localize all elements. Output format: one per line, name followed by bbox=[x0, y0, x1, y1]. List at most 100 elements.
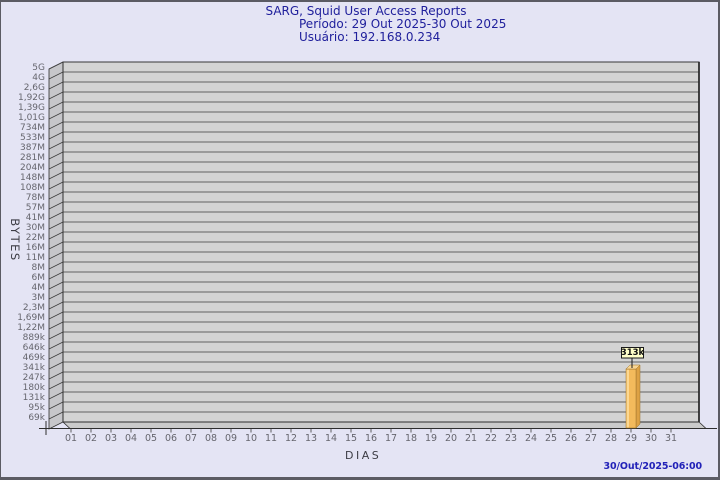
x-axis-day-label: 20 bbox=[445, 433, 457, 444]
y-axis-tick-label: 8M bbox=[32, 263, 46, 273]
x-axis-day-label: 01 bbox=[65, 433, 77, 444]
y-axis-tick-label: 4M bbox=[32, 283, 46, 293]
report-user: Usuário: 192.168.0.234 bbox=[299, 30, 441, 44]
x-axis-day-label: 05 bbox=[145, 433, 157, 444]
x-axis-day-label: 29 bbox=[625, 433, 637, 444]
y-axis-tick-label: 204M bbox=[20, 163, 45, 173]
wall-tick bbox=[48, 81, 64, 90]
x-axis-day-label: 19 bbox=[425, 433, 437, 444]
wall-tick bbox=[48, 281, 64, 290]
wall-tick bbox=[48, 221, 64, 230]
wall-tick bbox=[48, 101, 64, 110]
wall-tick bbox=[48, 311, 64, 320]
x-axis-day-label: 22 bbox=[485, 433, 497, 444]
x-axis-day-label: 13 bbox=[305, 433, 317, 444]
y-axis-tick-label: 108M bbox=[20, 183, 45, 193]
y-axis-tick-label: 889k bbox=[23, 333, 46, 343]
x-axis-day-label: 25 bbox=[545, 433, 557, 444]
x-axis-day-label: 23 bbox=[505, 433, 517, 444]
y-axis-tick-label: 281M bbox=[20, 153, 45, 163]
wall-tick bbox=[48, 241, 64, 250]
wall-tick bbox=[48, 211, 64, 220]
x-axis-day-label: 24 bbox=[525, 433, 537, 444]
y-axis-tick-label: 1,22M bbox=[17, 323, 45, 333]
generation-timestamp: 30/Out/2025-06:00 bbox=[603, 461, 703, 472]
x-axis-day-label: 09 bbox=[225, 433, 237, 444]
x-axis-day-label: 03 bbox=[105, 433, 117, 444]
y-axis-tick-label: 1,39G bbox=[18, 103, 45, 113]
wall-tick bbox=[48, 321, 64, 330]
wall-tick bbox=[48, 71, 64, 80]
wall-tick bbox=[48, 331, 64, 340]
bar-value-label: 313k bbox=[621, 348, 645, 358]
x-axis-day-label: 12 bbox=[285, 433, 297, 444]
wall-tick bbox=[48, 201, 64, 210]
y-axis-tick-label: 387M bbox=[20, 143, 45, 153]
bar-top-face bbox=[625, 364, 641, 370]
wall-tick bbox=[48, 351, 64, 360]
wall-tick bbox=[48, 91, 64, 100]
wall-tick bbox=[48, 401, 64, 410]
wall-tick bbox=[48, 361, 64, 370]
wall-tick bbox=[48, 391, 64, 400]
x-axis-day-label: 30 bbox=[645, 433, 657, 444]
x-axis-day-label: 06 bbox=[165, 433, 177, 444]
wall-tick bbox=[48, 341, 64, 350]
wall-tick bbox=[48, 151, 64, 160]
bar-side-face bbox=[635, 364, 641, 429]
y-axis-tick-label: 11M bbox=[26, 253, 45, 263]
wall-tick bbox=[48, 141, 64, 150]
y-axis-tick-label: 341k bbox=[23, 363, 46, 373]
bar-front-highlight bbox=[626, 369, 629, 428]
y-axis-tick-label: 57M bbox=[26, 203, 45, 213]
wall-tick bbox=[48, 371, 64, 380]
y-axis-tick-label: 41M bbox=[26, 213, 45, 223]
y-axis-tick-label: 22M bbox=[26, 233, 45, 243]
wall-tick bbox=[48, 181, 64, 190]
y-axis-tick-label: 2,6G bbox=[24, 83, 45, 93]
wall-tick bbox=[48, 301, 64, 310]
x-axis-day-label: 14 bbox=[325, 433, 337, 444]
y-axis-tick-label: 469k bbox=[23, 353, 46, 363]
y-axis-tick-label: 131k bbox=[23, 393, 46, 403]
y-axis-tick-label: 4G bbox=[32, 73, 45, 83]
y-axis-tick-label: 30M bbox=[26, 223, 45, 233]
y-axis-tick-label: 78M bbox=[26, 193, 45, 203]
y-axis-tick-label: 6M bbox=[32, 273, 46, 283]
x-axis-day-label: 27 bbox=[585, 433, 597, 444]
y-axis-tick-label: 2,3M bbox=[23, 303, 45, 313]
report-period: Período: 29 Out 2025-30 Out 2025 bbox=[299, 17, 507, 31]
wall-tick bbox=[48, 261, 64, 270]
y-axis-tick-label: 3M bbox=[32, 293, 46, 303]
wall-tick bbox=[48, 111, 64, 120]
x-axis-day-label: 21 bbox=[465, 433, 477, 444]
y-axis-tick-label: 646k bbox=[23, 343, 46, 353]
y-axis-tick-label: 5G bbox=[32, 63, 45, 73]
chart-floor bbox=[61, 421, 708, 429]
y-axis-tick-label: 533M bbox=[20, 133, 45, 143]
wall-tick bbox=[48, 271, 64, 280]
y-axis-tick-label: 247k bbox=[23, 373, 46, 383]
y-axis-tick-label: 148M bbox=[20, 173, 45, 183]
wall-tick bbox=[48, 191, 64, 200]
y-axis-tick-label: 95k bbox=[28, 403, 45, 413]
wall-tick bbox=[48, 231, 64, 240]
wall-tick bbox=[48, 61, 64, 70]
y-axis-tick-label: 180k bbox=[23, 383, 46, 393]
x-axis-day-label: 10 bbox=[245, 433, 257, 444]
x-axis-day-label: 28 bbox=[605, 433, 617, 444]
x-axis-day-label: 26 bbox=[565, 433, 577, 444]
y-axis-tick-label: 16M bbox=[26, 243, 45, 253]
y-axis-tick-label: 69k bbox=[28, 413, 45, 423]
x-axis-day-label: 04 bbox=[125, 433, 137, 444]
x-axis-title: DIAS bbox=[345, 449, 382, 462]
y-axis-tick-label: 1,92G bbox=[18, 93, 45, 103]
y-axis-tick-label: 734M bbox=[20, 123, 45, 133]
wall-tick bbox=[48, 411, 64, 420]
x-axis-day-label: 11 bbox=[265, 433, 277, 444]
wall-tick bbox=[48, 251, 64, 260]
y-axis-tick-label: 1,69M bbox=[17, 313, 45, 323]
wall-tick bbox=[48, 121, 64, 130]
